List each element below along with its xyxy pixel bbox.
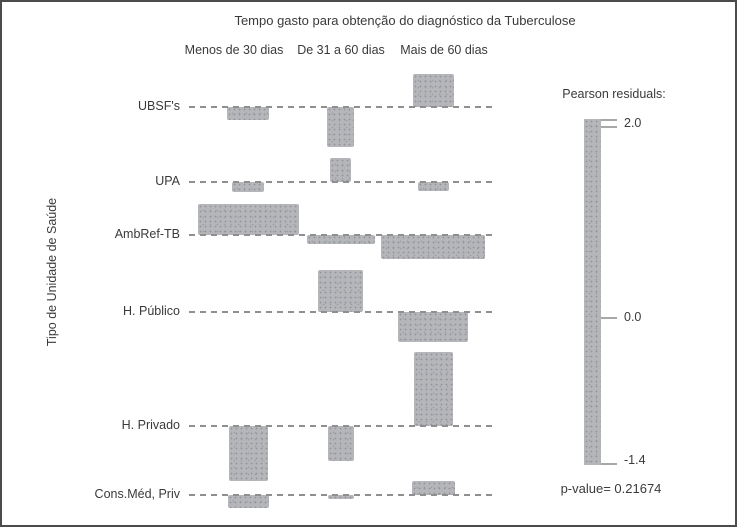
residual-bar (227, 495, 269, 508)
residual-bar (227, 107, 269, 120)
p-value-text: p-value= 0.21674 (560, 481, 662, 496)
row-baseline (189, 311, 492, 313)
residual-bar (306, 235, 375, 244)
legend-tick-line-2.0 (601, 126, 617, 128)
column-header-mais-de-60-dias: Mais de 60 dias (400, 43, 488, 57)
residual-bar (197, 204, 299, 235)
residual-bar (327, 426, 354, 461)
legend-tick-label-zero: 0.0 (624, 310, 642, 324)
row-baseline (189, 425, 492, 427)
legend-title: Pearson residuals: (562, 87, 666, 101)
column-header-menos-de-30-dias: Menos de 30 dias (184, 43, 284, 57)
row-label: Cons.Méd, Priv (94, 487, 180, 501)
legend-tick-line-0.0 (601, 317, 617, 319)
residual-bar (327, 495, 354, 499)
chart-title: Tempo gasto para obtenção do diagnóstico… (234, 13, 576, 28)
legend-tick-line-top (601, 119, 617, 121)
legend-tick-line--1.4 (601, 463, 617, 465)
row-label: UPA (155, 174, 180, 188)
residual-bar (398, 312, 468, 342)
residual-bar (381, 235, 485, 259)
legend-gradient-bar (584, 119, 601, 465)
residual-bar (228, 426, 268, 481)
residual-bar (318, 270, 363, 312)
row-baseline (189, 494, 492, 496)
row-baseline (189, 234, 492, 236)
row-baseline (189, 106, 492, 108)
row-baseline (189, 181, 492, 183)
column-header-de-31-a-60-dias: De 31 a 60 dias (297, 43, 385, 57)
residual-bar (232, 182, 264, 192)
row-label: UBSF's (138, 99, 180, 113)
residual-bar (412, 74, 454, 107)
row-label: H. Privado (121, 418, 180, 432)
residual-bar (411, 481, 455, 495)
residual-bar (413, 352, 453, 426)
y-axis-label: Tipo de Unidade de Saúde (45, 197, 59, 347)
row-label: H. Público (123, 304, 180, 318)
residual-bar (417, 182, 449, 191)
legend-tick-label-min: -1.4 (624, 453, 646, 467)
row-label: AmbRef-TB (114, 227, 180, 241)
legend-tick-label-max: 2.0 (624, 116, 642, 130)
residual-bar (327, 107, 354, 147)
residual-bar (330, 158, 351, 182)
